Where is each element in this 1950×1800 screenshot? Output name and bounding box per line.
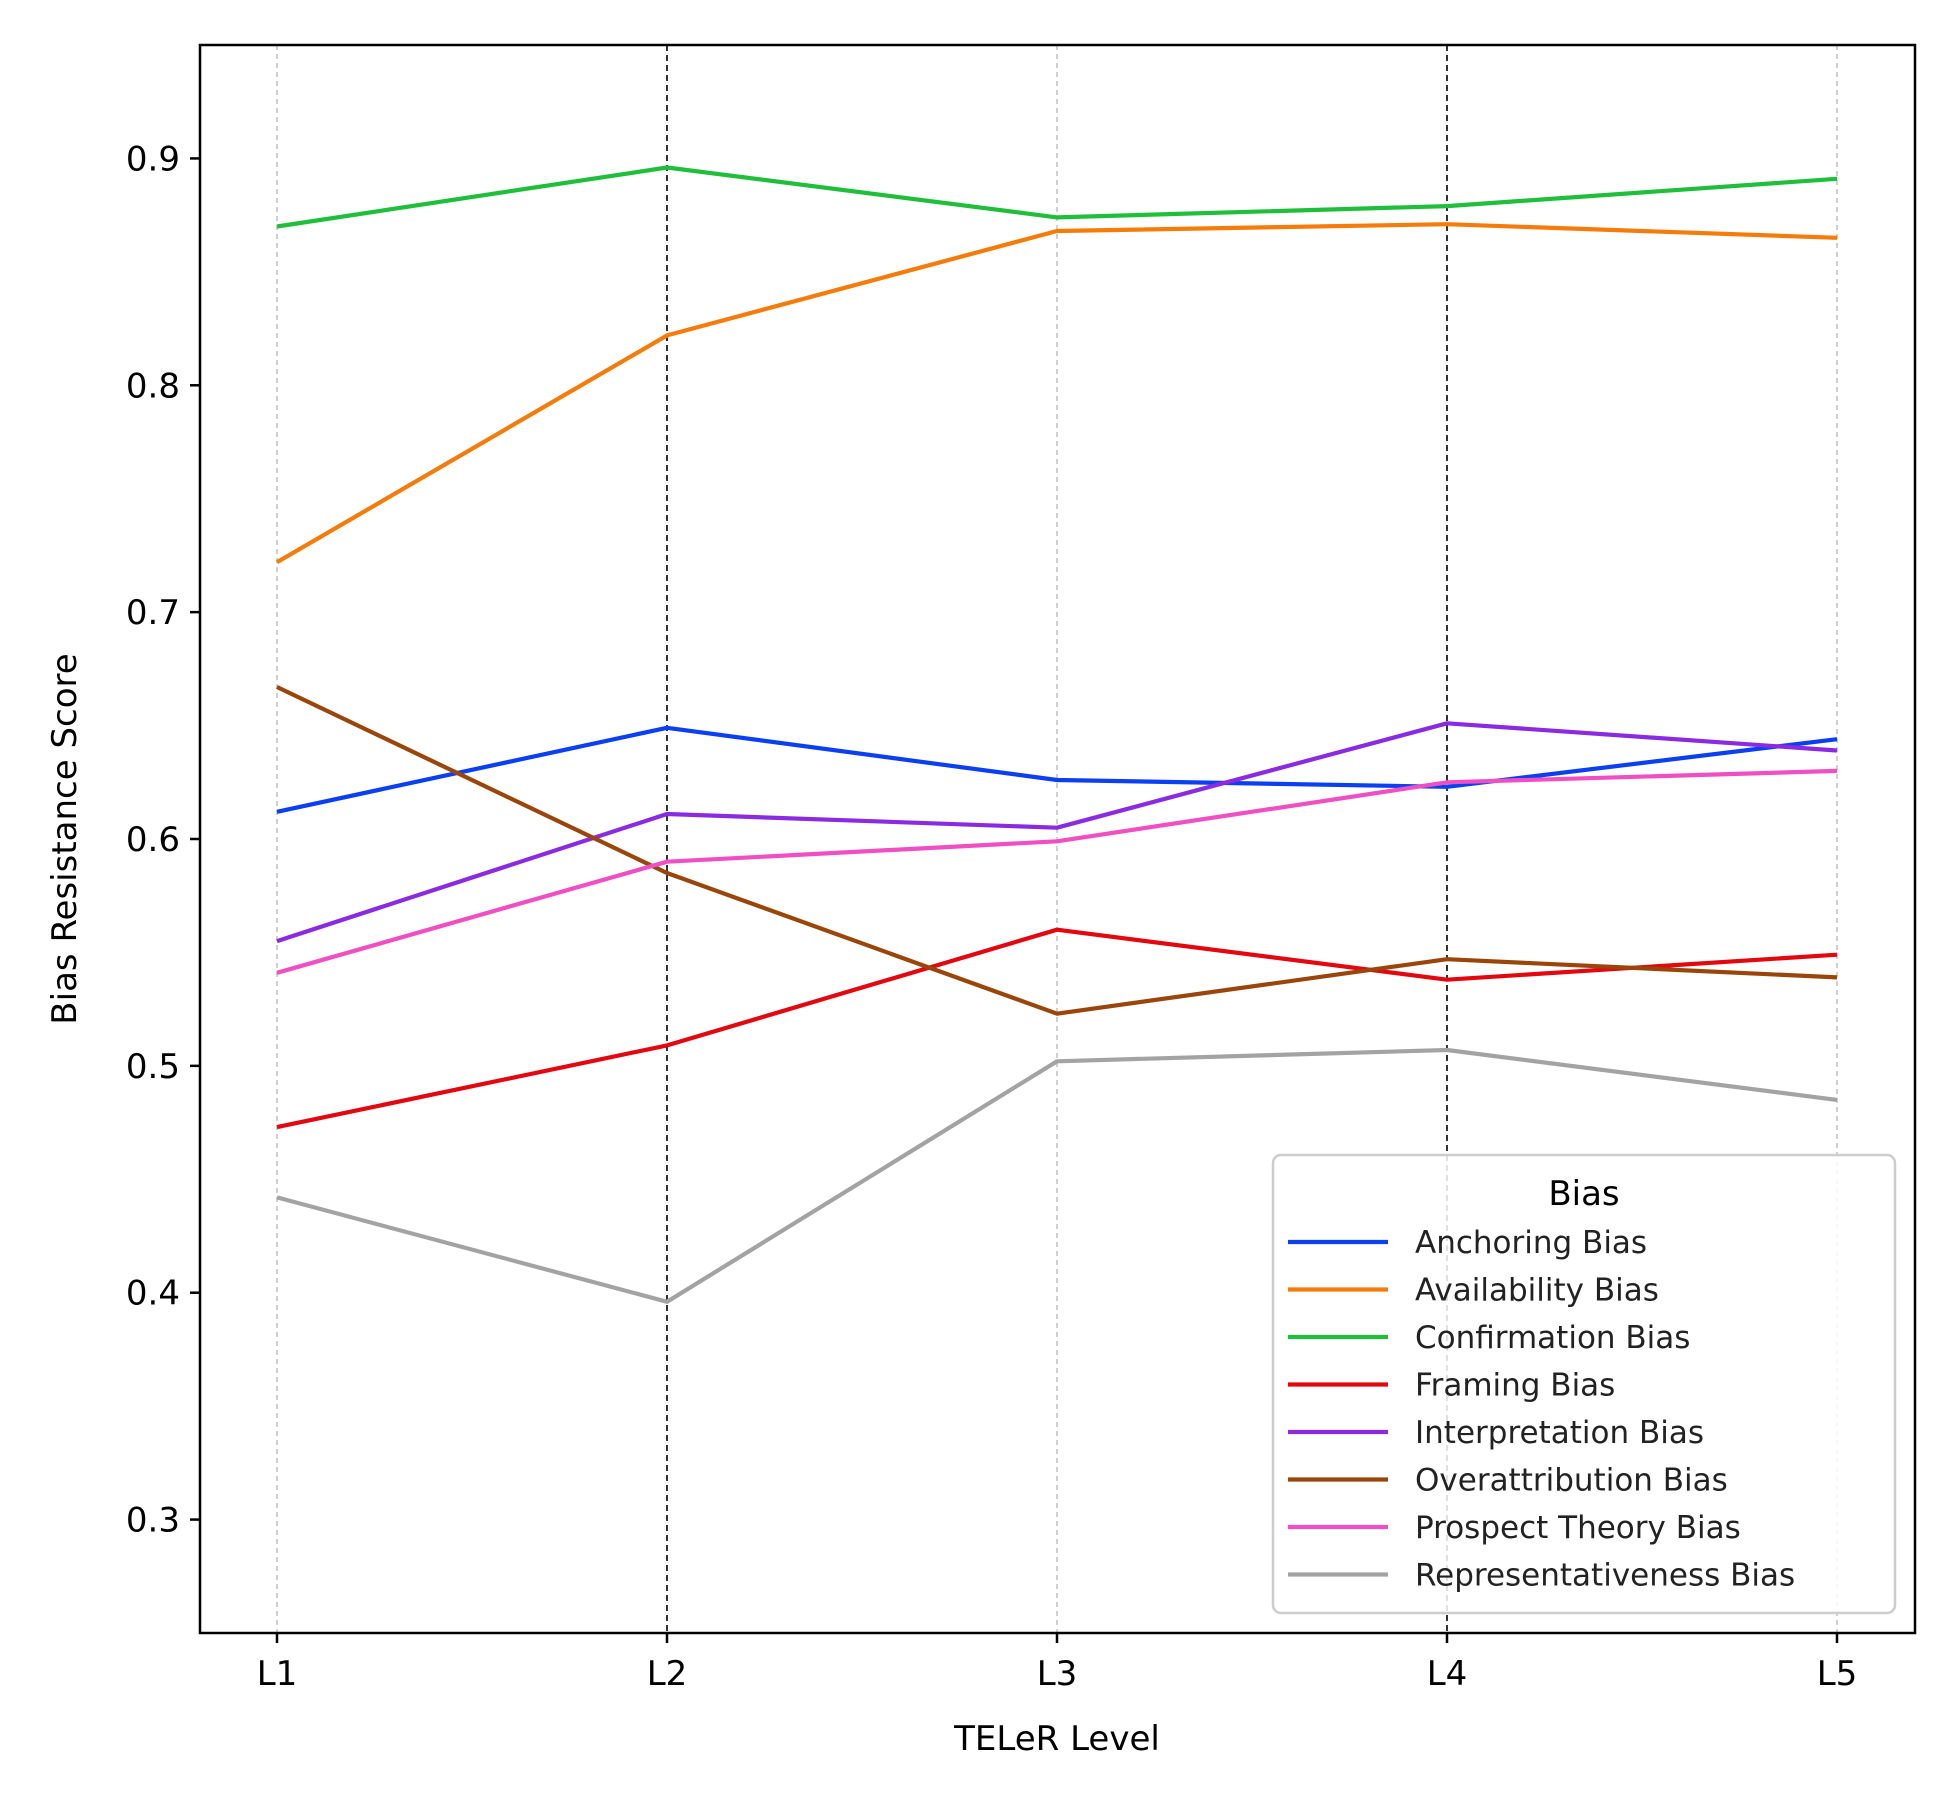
y-tick-label: 0.3 [126, 1501, 180, 1541]
y-axis-label: Bias Resistance Score [45, 653, 85, 1024]
x-axis-label: TELeR Level [953, 1719, 1160, 1759]
series-line-framing-bias [276, 927, 1838, 1130]
legend-label-overattribution-bias: Overattribution Bias [1415, 1463, 1728, 1499]
x-tick-label-l3: L3 [1037, 1654, 1078, 1694]
legend-label-interpretation-bias: Interpretation Bias [1415, 1415, 1704, 1451]
legend-label-prospect-theory-bias: Prospect Theory Bias [1415, 1510, 1741, 1546]
legend-label-confirmation-bias: Confirmation Bias [1415, 1320, 1690, 1356]
y-tick-label: 0.4 [126, 1274, 180, 1314]
y-tick-label: 0.9 [126, 139, 180, 179]
x-tick-label-l1: L1 [257, 1654, 298, 1694]
series-line-availability-bias [275, 222, 1838, 565]
legend: Bias Anchoring Bias Availability Bias Conf… [1271, 1153, 1897, 1615]
legend-label-anchoring-bias: Anchoring Bias [1415, 1225, 1647, 1261]
gridlines [276, 45, 1838, 1633]
y-axis-ticks: 0.3 0.4 0.5 0.6 0.7 0.8 0.9 [126, 139, 200, 1541]
y-tick-label: 0.7 [126, 593, 180, 633]
series-line-overattribution-bias [276, 685, 1838, 1016]
series-line-prospect-theory-bias [276, 768, 1838, 975]
legend-box [1271, 1153, 1897, 1615]
y-tick-label: 0.8 [126, 366, 180, 406]
series-lines [275, 165, 1838, 1304]
x-tick-label-l5: L5 [1817, 1654, 1858, 1694]
series-line-anchoring-bias [276, 725, 1838, 814]
x-tick-label-l2: L2 [647, 1654, 688, 1694]
series-line-representativeness-bias [276, 1047, 1838, 1304]
x-tick-label-l4: L4 [1427, 1654, 1468, 1694]
x-axis-ticks: L1 L2 L3 L4 L5 [257, 1633, 1858, 1694]
y-tick-label: 0.6 [126, 820, 180, 860]
series-line-confirmation-bias [276, 165, 1838, 229]
legend-label-framing-bias: Framing Bias [1415, 1368, 1615, 1404]
series-line-interpretation-bias [276, 721, 1838, 944]
y-tick-label: 0.5 [126, 1047, 180, 1087]
legend-label-availability-bias: Availability Bias [1415, 1273, 1659, 1309]
legend-label-representativeness-bias: Representativeness Bias [1415, 1558, 1795, 1594]
legend-title: Bias [1548, 1174, 1619, 1214]
